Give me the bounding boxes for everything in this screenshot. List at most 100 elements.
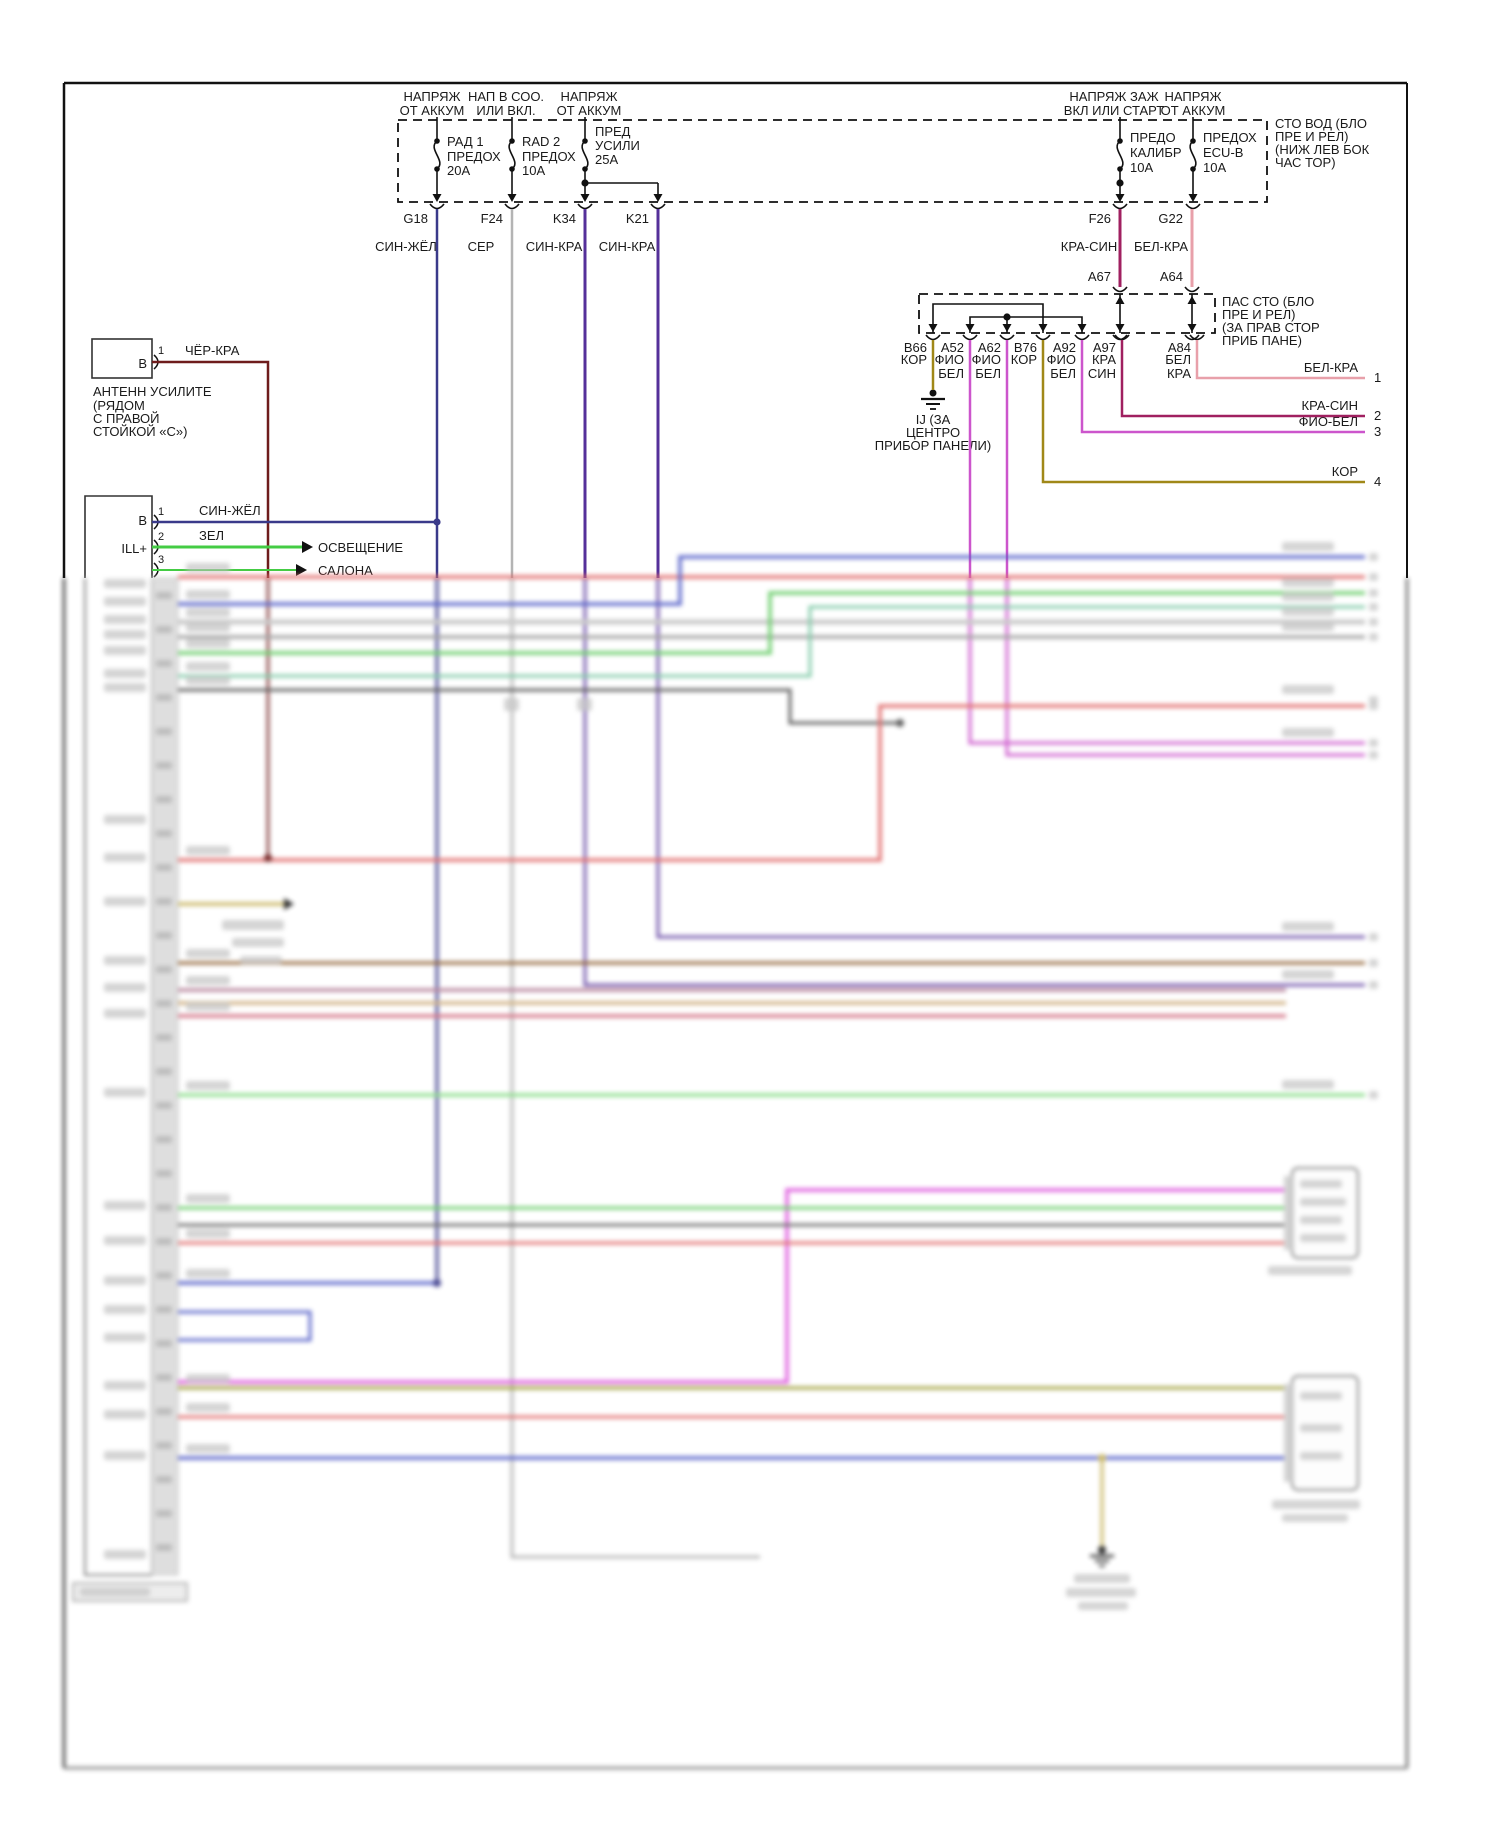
pin-smudge: [156, 1510, 172, 1517]
wire: [178, 704, 1365, 862]
blurred-text-smudge: [1369, 702, 1378, 710]
blurred-text-smudge: [1300, 1198, 1346, 1206]
arrow-right-icon: [302, 541, 313, 553]
wire-color-label: СИН: [1088, 366, 1116, 381]
pin-smudge: [156, 1374, 172, 1381]
pin-smudge: [156, 1238, 172, 1245]
arrow-down-icon: [1002, 324, 1012, 332]
power-feed-label: НАП В СОО.: [468, 89, 544, 104]
fuse-label: 20А: [447, 163, 470, 178]
pin-smudge: [156, 592, 172, 599]
interior-light-label: ОСВЕЩЕНИЕ: [318, 540, 403, 555]
blurred-text-smudge: [104, 1381, 146, 1390]
wire-color-label: КОР: [901, 352, 927, 367]
wire-color-label: КРА: [1092, 352, 1116, 367]
power-feed-label: НАПРЯЖ: [560, 89, 617, 104]
blurred-text-smudge: [1282, 728, 1334, 737]
connector-id: K34: [553, 211, 576, 226]
blurred-text-smudge: [186, 608, 230, 617]
pas-note-line: ПАС СТО (БЛО: [1222, 294, 1314, 309]
wire-color-label: ФИО: [1047, 352, 1076, 367]
junction-dot: [1003, 313, 1011, 321]
arrow-down-icon: [1187, 324, 1197, 332]
blurred-text-smudge: [222, 920, 284, 930]
fuse-label: 25А: [595, 152, 618, 167]
terminal-id: A67: [1088, 269, 1111, 284]
connector-cup-icon: [1114, 334, 1130, 341]
antenna-note-line: АНТЕНН УСИЛИТЕ: [93, 384, 212, 399]
wire: [178, 555, 1365, 606]
pin-smudge: [156, 1102, 172, 1109]
connector-cup-icon: [1184, 334, 1200, 341]
blurred-text-smudge: [1369, 1091, 1378, 1099]
blurred-text-smudge: [1282, 542, 1334, 551]
fuse-symbol-icon: [581, 140, 589, 170]
pin-smudge: [156, 1340, 172, 1347]
connector-block: [84, 578, 153, 1576]
wire-color-label: БЕЛ-КРА: [1134, 239, 1188, 254]
connector-id: G18: [403, 211, 428, 226]
blurred-text-smudge: [104, 1009, 146, 1018]
blurred-text-smudge: [1300, 1424, 1342, 1432]
arrow-down-icon: [580, 194, 590, 202]
pin-smudge: [156, 660, 172, 667]
blurred-text-smudge: [577, 698, 592, 711]
connector-cup-icon: [1112, 203, 1128, 210]
pin-smudge: [156, 1136, 172, 1143]
connector-cup-icon: [925, 334, 941, 341]
blurred-text-smudge: [104, 897, 146, 906]
arrow-down-icon: [1115, 194, 1125, 202]
blurred-text-smudge: [186, 1374, 230, 1383]
exit-number: 2: [1374, 408, 1381, 423]
fuse-label: ECU-B: [1203, 145, 1243, 160]
pin-smudge: [156, 830, 172, 837]
blurred-text-smudge: [104, 1236, 146, 1245]
blurred-text-smudge: [104, 1088, 146, 1097]
arrow-right-icon: [284, 898, 294, 910]
pas-note-line: ПРЕ И РЕЛ): [1222, 307, 1295, 322]
blurred-text-smudge: [186, 563, 230, 572]
pin-smudge: [156, 728, 172, 735]
pin-smudge: [156, 898, 172, 905]
blurred-text-smudge: [104, 579, 146, 588]
pin-smudge: [156, 1306, 172, 1313]
wire: [1080, 340, 1365, 434]
connector-cup-icon: [650, 203, 666, 210]
arrow-down-icon: [1115, 324, 1125, 332]
pin-smudge: [156, 1068, 172, 1075]
pin-smudge: [156, 1408, 172, 1415]
blurred-text-smudge: [104, 1550, 146, 1559]
wire: [1195, 340, 1365, 380]
connector-id: F26: [1089, 211, 1111, 226]
ground-label-line: ПРИБОР ПАНЕЛИ): [875, 438, 991, 453]
exit-number: 4: [1374, 474, 1381, 489]
blurred-text-smudge: [1282, 592, 1334, 601]
power-feed-label: НАПРЯЖ ЗАЖ: [1069, 89, 1158, 104]
pin-smudge: [156, 1476, 172, 1483]
power-feed-label: НАПРЯЖ: [403, 89, 460, 104]
blurred-text-smudge: [1369, 603, 1378, 611]
wire-color-label: БЕЛ: [1050, 366, 1076, 381]
blurred-text-smudge: [1282, 1080, 1334, 1089]
blurred-text-smudge: [1300, 1180, 1342, 1188]
connector-cup-icon: [1035, 334, 1051, 341]
junction-dot: [1098, 1546, 1106, 1554]
wire-color-label: КРА: [1167, 366, 1191, 381]
blurred-text-smudge: [104, 1410, 146, 1419]
wire: [178, 1310, 312, 1342]
blurred-text-smudge: [1272, 1500, 1360, 1509]
fuse-label: 10А: [1130, 160, 1153, 175]
pin-smudge: [156, 932, 172, 939]
ill-pin-label: В: [138, 513, 147, 528]
blurred-text-smudge: [1369, 589, 1378, 597]
connector-cup-icon: [1189, 334, 1205, 341]
arrow-down-icon: [965, 324, 975, 332]
fuse-box-outline: [397, 119, 1268, 203]
power-feed-label: ВКЛ ИЛИ СТАРТ: [1064, 103, 1164, 118]
wire: [656, 578, 1365, 939]
blurred-text-smudge: [1369, 933, 1378, 941]
fuse-symbol-icon: [508, 140, 516, 170]
blurred-text-smudge: [186, 1002, 230, 1011]
blurred-text-smudge: [186, 949, 230, 958]
